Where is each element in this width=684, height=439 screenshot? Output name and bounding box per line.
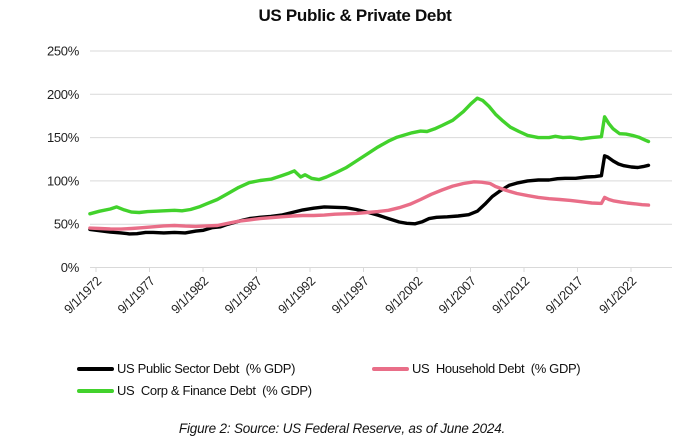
x-axis-tick-label: 9/1/1987 [221, 273, 264, 316]
y-axis-tick-label: 50% [54, 217, 80, 232]
x-axis-tick-label: 9/1/1977 [114, 273, 157, 316]
y-axis-tick-label: 0% [61, 260, 80, 275]
legend-label-household-debt: US Household Debt (% GDP) [412, 361, 581, 376]
y-axis-tick-label: 150% [47, 130, 80, 145]
x-axis-tick-label: 9/1/2007 [435, 273, 478, 316]
x-axis-tick-label: 9/1/2002 [382, 273, 425, 316]
x-axis-tick-label: 9/1/1992 [275, 273, 318, 316]
public-sector-debt-line-swatch [77, 367, 114, 371]
chart-title: US Public & Private Debt [258, 6, 452, 25]
legend-label-public-sector-debt: US Public Sector Debt (% GDP) [117, 361, 296, 376]
x-axis-tick-label: 9/1/2012 [489, 273, 532, 316]
legend-label-corp-finance-debt: US Corp & Finance Debt (% GDP) [117, 383, 312, 398]
corp-finance-debt-line-swatch [77, 389, 114, 393]
x-axis-tick-label: 9/1/1997 [328, 273, 371, 316]
x-axis-tick-label: 9/1/1972 [61, 273, 104, 316]
household-debt-line-swatch [372, 367, 409, 371]
legend-item-public-sector-debt: US Public Sector Debt (% GDP) [77, 361, 295, 377]
y-axis-tick-label: 250% [47, 44, 80, 59]
figure-caption: Figure 2: Source: US Federal Reserve, as… [178, 421, 506, 436]
y-axis-tick-label: 100% [47, 173, 80, 188]
x-axis-tick-label: 9/1/1982 [168, 273, 211, 316]
legend-item-corp-finance-debt: US Corp & Finance Debt (% GDP) [77, 383, 312, 399]
legend-item-household-debt: US Household Debt (% GDP) [372, 361, 581, 377]
series-line-1 [88, 180, 651, 231]
x-axis-tick-label: 9/1/2022 [596, 273, 639, 316]
x-axis-tick-label: 9/1/2017 [542, 273, 585, 316]
y-axis-tick-label: 200% [47, 87, 80, 102]
series-line-0 [88, 154, 651, 236]
series-line-2 [88, 96, 651, 216]
